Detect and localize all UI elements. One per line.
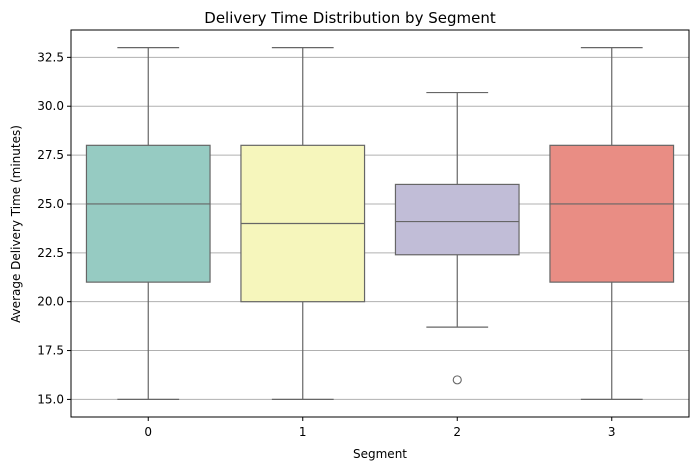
iqr-box bbox=[85, 144, 211, 283]
iqr-box bbox=[549, 144, 675, 283]
x-tick-label: 0 bbox=[144, 425, 152, 439]
y-axis-label: Average Delivery Time (minutes) bbox=[9, 125, 23, 323]
x-axis-label: Segment bbox=[353, 447, 407, 461]
y-tick-label: 15.0 bbox=[37, 392, 64, 406]
y-tick-label: 25.0 bbox=[37, 197, 64, 211]
y-axis-ticks: 15.0 17.5 20.0 22.5 25.0 27.5 30.0 32.5 bbox=[37, 50, 71, 406]
plot-area-frame bbox=[70, 29, 690, 418]
box-group-segment-2 bbox=[394, 91, 520, 385]
chart-title: Delivery Time Distribution by Segment bbox=[204, 9, 496, 27]
box-series bbox=[85, 46, 675, 401]
y-tick-label: 22.5 bbox=[37, 246, 64, 260]
box-group-segment-1 bbox=[240, 46, 366, 401]
x-tick-label: 2 bbox=[453, 425, 461, 439]
x-tick-label: 1 bbox=[299, 425, 307, 439]
y-tick-label: 32.5 bbox=[37, 50, 64, 64]
y-tick-label: 17.5 bbox=[37, 344, 64, 358]
x-tick-label: 3 bbox=[608, 425, 616, 439]
y-tick-label: 20.0 bbox=[37, 295, 64, 309]
y-tick-label: 27.5 bbox=[37, 148, 64, 162]
box-group-segment-0 bbox=[85, 46, 211, 401]
y-tick-label: 30.0 bbox=[37, 99, 64, 113]
iqr-box bbox=[394, 183, 520, 256]
x-axis-ticks: 0 1 2 3 bbox=[144, 417, 616, 439]
box-group-segment-3 bbox=[549, 46, 675, 401]
outlier-point bbox=[452, 375, 462, 385]
